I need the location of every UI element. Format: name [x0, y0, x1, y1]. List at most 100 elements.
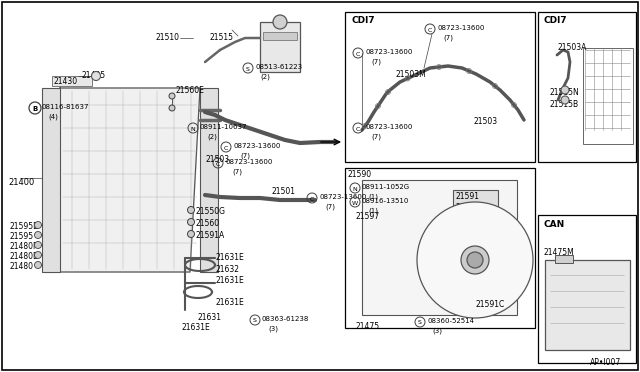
- Text: 21510: 21510: [155, 33, 179, 42]
- Text: CAN: CAN: [543, 220, 564, 229]
- Text: 21515: 21515: [210, 33, 234, 42]
- Text: 21480: 21480: [10, 262, 34, 271]
- Text: 21595D: 21595D: [10, 222, 40, 231]
- Text: CDl7: CDl7: [352, 16, 376, 25]
- Text: (7): (7): [232, 168, 242, 174]
- Bar: [453, 190, 498, 235]
- Text: 08916-13510: 08916-13510: [362, 198, 410, 204]
- Bar: [42, 88, 60, 272]
- Bar: [52, 76, 92, 86]
- Text: 08363-61238: 08363-61238: [262, 316, 309, 322]
- Text: 21631E: 21631E: [216, 276, 244, 285]
- Text: 21591: 21591: [456, 192, 480, 201]
- Text: 08723-13600: 08723-13600: [365, 49, 412, 55]
- Text: 21503: 21503: [205, 155, 229, 164]
- Text: 21430: 21430: [53, 77, 77, 86]
- Text: W: W: [352, 201, 358, 205]
- Text: 08911-10637: 08911-10637: [200, 124, 248, 130]
- Circle shape: [273, 15, 287, 29]
- Text: 21480F: 21480F: [10, 242, 38, 251]
- Text: (7): (7): [371, 133, 381, 140]
- Bar: [545, 260, 630, 350]
- Text: (4): (4): [48, 113, 58, 119]
- Text: 21593: 21593: [456, 203, 480, 212]
- Circle shape: [35, 241, 42, 248]
- Text: 21400: 21400: [8, 178, 35, 187]
- Text: (2): (2): [260, 73, 270, 80]
- Text: (7): (7): [443, 34, 453, 41]
- Circle shape: [188, 231, 195, 237]
- Bar: [345, 12, 535, 162]
- Text: 08116-81637: 08116-81637: [42, 104, 90, 110]
- Text: 21560E: 21560E: [176, 86, 205, 95]
- Text: C: C: [216, 161, 220, 167]
- Text: S: S: [246, 67, 250, 71]
- Circle shape: [35, 221, 42, 228]
- Text: 21632: 21632: [216, 265, 240, 274]
- Text: 21501: 21501: [272, 187, 296, 196]
- Text: 21560: 21560: [196, 219, 220, 228]
- Bar: [263, 32, 297, 40]
- Circle shape: [561, 96, 569, 104]
- Circle shape: [169, 93, 175, 99]
- Text: 21515N: 21515N: [550, 88, 580, 97]
- Polygon shape: [50, 88, 200, 272]
- Text: 21503: 21503: [473, 117, 497, 126]
- Text: 21631E: 21631E: [216, 253, 244, 262]
- Text: (7): (7): [371, 58, 381, 64]
- Bar: [260, 22, 300, 72]
- Text: CDl7: CDl7: [543, 16, 566, 25]
- Text: 08723-13600: 08723-13600: [225, 159, 273, 165]
- Text: (7): (7): [325, 203, 335, 209]
- Bar: [538, 12, 636, 162]
- Text: 08360-52514: 08360-52514: [427, 318, 474, 324]
- Text: (1): (1): [368, 207, 378, 214]
- Text: 21591A: 21591A: [196, 231, 225, 240]
- Bar: [345, 168, 535, 328]
- Text: 08723-13600: 08723-13600: [365, 124, 412, 130]
- Text: 21503M: 21503M: [395, 70, 426, 79]
- Text: 21503A: 21503A: [558, 43, 588, 52]
- Text: AP•I007: AP•I007: [590, 358, 621, 367]
- Text: 21515B: 21515B: [550, 100, 579, 109]
- Circle shape: [188, 206, 195, 214]
- Text: 08723-13600: 08723-13600: [233, 143, 280, 149]
- Text: 21550G: 21550G: [196, 207, 226, 216]
- Bar: [555, 255, 573, 263]
- Text: 21631: 21631: [197, 313, 221, 322]
- Text: 08911-1052G: 08911-1052G: [362, 184, 410, 190]
- Text: S: S: [418, 321, 422, 326]
- Text: 21631E: 21631E: [216, 298, 244, 307]
- Circle shape: [92, 71, 100, 80]
- Text: (7): (7): [240, 152, 250, 158]
- Text: C: C: [224, 145, 228, 151]
- Text: 21590: 21590: [348, 170, 372, 179]
- Text: N: N: [191, 126, 195, 131]
- Text: 08723-13600: 08723-13600: [437, 25, 484, 31]
- Text: 21631E: 21631E: [182, 323, 211, 332]
- Bar: [538, 215, 636, 363]
- Circle shape: [35, 251, 42, 259]
- Text: S: S: [253, 318, 257, 324]
- Text: B: B: [33, 106, 38, 112]
- Text: C: C: [356, 51, 360, 57]
- Text: 21595: 21595: [10, 232, 34, 241]
- Text: N: N: [353, 186, 357, 192]
- Text: 08723-13600: 08723-13600: [319, 194, 366, 200]
- Circle shape: [417, 202, 533, 318]
- Text: 21480E: 21480E: [10, 252, 39, 261]
- Text: C: C: [356, 126, 360, 131]
- Text: C: C: [428, 28, 432, 32]
- Bar: [200, 88, 218, 272]
- Text: (3): (3): [432, 327, 442, 334]
- Circle shape: [188, 218, 195, 225]
- Circle shape: [561, 86, 569, 94]
- Text: C: C: [310, 196, 314, 202]
- Circle shape: [35, 262, 42, 269]
- Text: 21597: 21597: [355, 212, 379, 221]
- Circle shape: [467, 252, 483, 268]
- Bar: [362, 180, 517, 315]
- Text: (1): (1): [368, 193, 378, 199]
- Circle shape: [461, 246, 489, 274]
- Bar: [583, 48, 633, 144]
